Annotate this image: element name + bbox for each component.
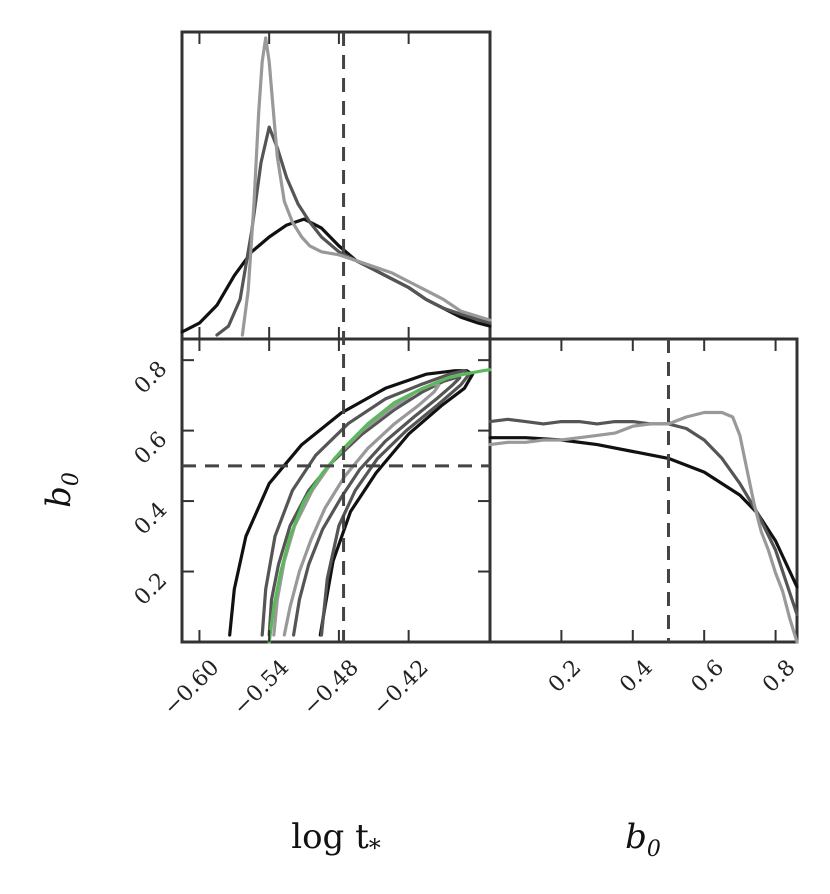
hist-b0-series-2 (488, 417, 799, 617)
joint-contours (228, 368, 492, 644)
contour-middle (260, 369, 471, 637)
tick-label-b0-y: 0.6 (130, 427, 172, 469)
hist-log-t-series-1 (180, 217, 492, 334)
truth-lines (182, 32, 670, 642)
tick-label-b0-y: 0.2 (130, 568, 172, 610)
contour-inner (267, 376, 462, 637)
hist-b0-series-3 (488, 410, 799, 644)
hist-log-t-series-3 (240, 36, 492, 337)
hist-log-t-curves (180, 36, 492, 337)
axis-ticks (182, 32, 777, 642)
tick-label-b0-x: 0.4 (615, 655, 657, 697)
x-axis-label-b0: b0 (625, 817, 661, 862)
tick-label-log-t: −0.54 (229, 655, 294, 720)
panel-hist-b0-frame (488, 337, 799, 644)
tick-label-log-t: −0.48 (299, 655, 364, 720)
tick-label-b0-y: 0.4 (130, 498, 172, 540)
tick-label-log-t: −0.42 (368, 655, 433, 720)
panel-hist-log-t-frame (180, 30, 492, 341)
hist-b0-curves (488, 410, 799, 644)
tick-labels: −0.60 −0.54 −0.48 −0.42 0.2 0.2 0.4 0.4 0.6 0.6 0.… (130, 357, 801, 721)
x-axis-label-log-t: log t* (291, 817, 381, 862)
tick-label-b0-x: 0.2 (544, 655, 586, 697)
hist-b0-series-1 (488, 436, 799, 589)
tick-label-log-t: −0.60 (159, 655, 224, 720)
relation-curve (267, 368, 492, 644)
tick-label-b0-x: 0.8 (758, 655, 800, 697)
tick-label-b0-y: 0.8 (130, 357, 172, 399)
y-axis-label-b0: b0 (39, 472, 84, 508)
tick-label-b0-x: 0.6 (687, 655, 729, 697)
